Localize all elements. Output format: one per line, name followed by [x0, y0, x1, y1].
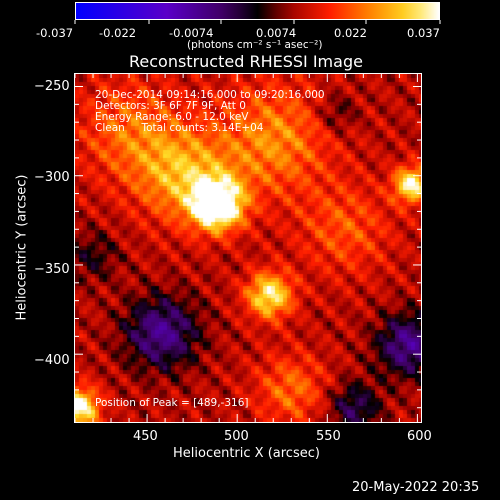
peak-position-label: Position of Peak = [489,-316] [95, 397, 249, 409]
y-tick-label: −350 [34, 262, 70, 277]
axis-ticks [75, 74, 421, 422]
colorbar-unit-label: (photons cm⁻² s⁻¹ asec⁻²) [187, 39, 323, 51]
x-axis-label: Heliocentric X (arcsec) [173, 446, 320, 461]
colorbar-tick-label: -0.037 [36, 26, 74, 40]
colorbar-tick-label: 0.0074 [256, 26, 297, 40]
info-clean-counts: Clean Total counts: 3.14E+04 [95, 122, 264, 134]
colorbar-tick-label: 0.037 [407, 26, 440, 40]
y-axis-label: Heliocentric Y (arcsec) [14, 174, 30, 321]
info-energy-range: Energy Range: 6.0 - 12.0 keV [95, 111, 249, 123]
plot-area: 20-Dec-2014 09:14:16.000 to 09:20:16.000… [74, 73, 422, 423]
y-tick-label: −250 [34, 79, 70, 94]
info-time-range: 20-Dec-2014 09:14:16.000 to 09:20:16.000 [95, 89, 325, 101]
x-tick-label: 550 [316, 429, 341, 444]
x-tick-label: 500 [224, 429, 249, 444]
y-tick-label: −300 [34, 170, 70, 185]
chart-title: Reconstructed RHESSI Image [129, 52, 363, 71]
colorbar-tick-label: 0.022 [334, 26, 367, 40]
x-tick-label: 450 [133, 429, 158, 444]
timestamp-footer: 20-May-2022 20:35 [352, 480, 480, 495]
colorbar-tick-label: -0.0074 [169, 26, 214, 40]
y-tick-label: −400 [34, 353, 70, 368]
heatmap-image [75, 74, 421, 422]
info-detectors: Detectors: 3F 6F 7F 9F, Att 0 [95, 100, 246, 112]
colorbar-ticks [74, 20, 441, 24]
colorbar [75, 2, 440, 20]
x-tick-label: 600 [407, 429, 432, 444]
colorbar-tick-label: -0.022 [99, 26, 137, 40]
